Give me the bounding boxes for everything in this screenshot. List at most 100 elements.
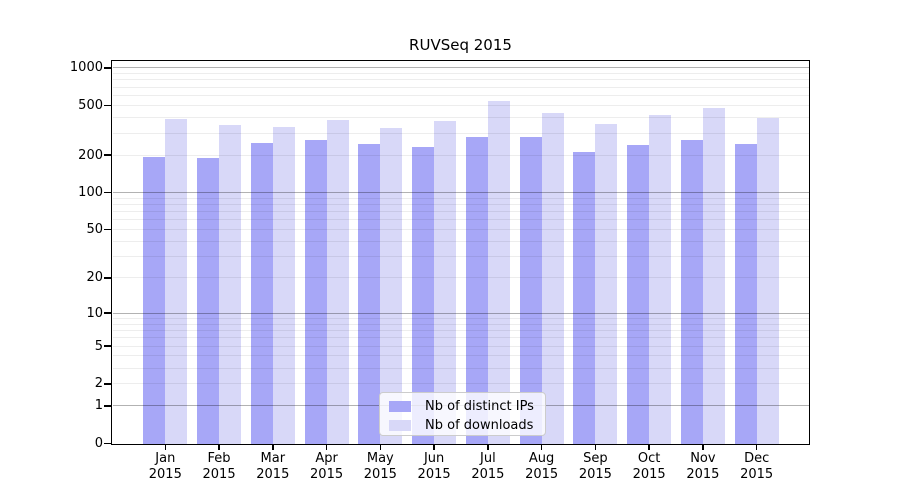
x-label-mar: Mar 2015 bbox=[256, 451, 290, 482]
bar-downloads-may bbox=[380, 127, 403, 444]
y-tick-1 bbox=[104, 405, 112, 407]
gridline-minor-40 bbox=[113, 241, 809, 243]
x-tick-aug bbox=[540, 444, 543, 450]
bar-distinct-ips-sep bbox=[573, 152, 596, 444]
x-label-dec: Dec 2015 bbox=[740, 451, 774, 482]
x-label-may: May 2015 bbox=[363, 451, 397, 482]
bar-downloads-jan bbox=[165, 119, 188, 444]
x-label-feb: Feb 2015 bbox=[202, 451, 236, 482]
y-label-500: 500 bbox=[78, 97, 103, 113]
x-tick-jun bbox=[433, 444, 435, 450]
bar-distinct-ips-feb bbox=[197, 158, 220, 444]
legend-swatch-distinct-ips bbox=[389, 400, 411, 412]
gridline-major-100 bbox=[113, 192, 809, 194]
y-label-20: 20 bbox=[86, 270, 103, 286]
bar-distinct-ips-dec bbox=[734, 144, 757, 444]
bar-downloads-dec bbox=[756, 117, 779, 444]
x-tick-mar bbox=[272, 444, 274, 450]
gridline-minor-700 bbox=[113, 86, 809, 88]
y-label-50: 50 bbox=[86, 222, 103, 238]
x-tick-apr bbox=[325, 444, 328, 450]
gridline-minor-70 bbox=[113, 211, 809, 213]
y-label-1: 1 bbox=[94, 398, 103, 414]
x-label-nov: Nov 2015 bbox=[686, 451, 720, 482]
gridline-minor-900 bbox=[113, 73, 809, 75]
y-tick-100 bbox=[104, 191, 112, 194]
x-label-aug: Aug 2015 bbox=[525, 451, 559, 482]
y-label-100: 100 bbox=[78, 185, 103, 201]
y-tick-200 bbox=[104, 154, 112, 156]
bar-downloads-sep bbox=[595, 123, 618, 444]
gridline-minor-60 bbox=[113, 219, 809, 221]
y-label-5: 5 bbox=[94, 338, 103, 354]
bar-distinct-ips-jun bbox=[412, 146, 435, 444]
x-tick-sep bbox=[594, 444, 597, 450]
x-tick-nov bbox=[702, 444, 704, 450]
bar-distinct-ips-jan bbox=[143, 156, 166, 444]
legend-swatch-downloads bbox=[389, 419, 411, 431]
bar-distinct-ips-aug bbox=[519, 136, 542, 444]
gridline-minor-6 bbox=[113, 337, 809, 339]
x-tick-oct bbox=[648, 444, 650, 450]
bar-downloads-jul bbox=[487, 100, 510, 444]
bar-downloads-mar bbox=[272, 126, 295, 444]
y-tick-1000 bbox=[104, 67, 112, 69]
y-label-200: 200 bbox=[78, 147, 103, 163]
gridline-minor-2 bbox=[113, 383, 809, 385]
y-label-10: 10 bbox=[86, 305, 103, 321]
x-tick-jan bbox=[164, 444, 167, 450]
legend-item-distinct-ips: Nb of distinct IPs bbox=[380, 397, 545, 415]
y-tick-5 bbox=[104, 345, 112, 347]
y-label-1000: 1000 bbox=[69, 60, 103, 76]
gridline-minor-9 bbox=[113, 317, 809, 319]
x-label-jan: Jan 2015 bbox=[148, 451, 182, 482]
gridline-minor-3 bbox=[113, 367, 809, 369]
gridline-minor-50 bbox=[113, 229, 809, 231]
y-label-2: 2 bbox=[94, 376, 103, 392]
bar-distinct-ips-apr bbox=[304, 139, 327, 444]
legend: Nb of distinct IPs Nb of downloads bbox=[379, 392, 546, 436]
y-label-0: 0 bbox=[94, 436, 103, 451]
x-tick-may bbox=[379, 444, 382, 450]
gridline-minor-300 bbox=[113, 132, 809, 134]
bar-distinct-ips-nov bbox=[680, 139, 703, 444]
gridline-minor-8 bbox=[113, 323, 809, 325]
bar-downloads-feb bbox=[219, 124, 242, 444]
bar-downloads-jun bbox=[434, 120, 457, 444]
gridline-minor-4 bbox=[113, 355, 809, 357]
x-label-jul: Jul 2015 bbox=[471, 451, 505, 482]
bar-downloads-oct bbox=[649, 115, 672, 444]
y-tick-20 bbox=[104, 277, 112, 279]
gridline-minor-200 bbox=[113, 154, 809, 156]
gridline-minor-400 bbox=[113, 117, 809, 119]
gridline-major-1000 bbox=[113, 67, 809, 69]
bar-downloads-nov bbox=[702, 108, 725, 444]
x-tick-feb bbox=[218, 444, 220, 450]
legend-label-distinct-ips: Nb of distinct IPs bbox=[425, 398, 534, 414]
bar-downloads-apr bbox=[326, 119, 349, 444]
gridline-minor-500 bbox=[113, 104, 809, 106]
y-tick-500 bbox=[104, 104, 112, 107]
x-tick-jul bbox=[487, 444, 489, 450]
y-tick-50 bbox=[104, 228, 112, 231]
bar-distinct-ips-may bbox=[358, 144, 381, 444]
gridline-minor-600 bbox=[113, 95, 809, 97]
x-label-jun: Jun 2015 bbox=[417, 451, 451, 482]
legend-label-downloads: Nb of downloads bbox=[425, 417, 534, 433]
x-label-apr: Apr 2015 bbox=[310, 451, 344, 482]
y-tick-10 bbox=[104, 312, 112, 314]
bar-distinct-ips-jul bbox=[465, 136, 488, 444]
gridline-minor-30 bbox=[113, 256, 809, 258]
legend-item-downloads: Nb of downloads bbox=[380, 416, 545, 434]
bar-downloads-aug bbox=[541, 112, 564, 444]
gridline-minor-90 bbox=[113, 197, 809, 199]
gridline-minor-7 bbox=[113, 329, 809, 331]
x-tick-dec bbox=[755, 444, 758, 450]
gridline-minor-5 bbox=[113, 345, 809, 347]
gridline-major-10 bbox=[113, 312, 809, 314]
gridline-minor-20 bbox=[113, 277, 809, 279]
x-label-sep: Sep 2015 bbox=[578, 451, 612, 482]
y-tick-0 bbox=[104, 442, 112, 445]
y-tick-2 bbox=[104, 383, 112, 385]
